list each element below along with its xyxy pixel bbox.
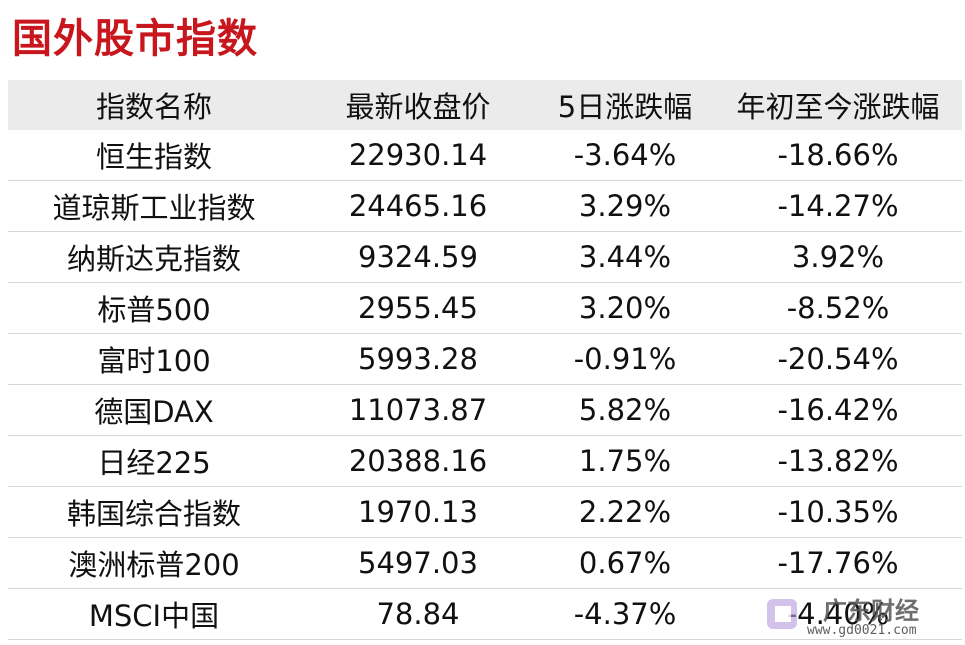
table-cell: 道琼斯工业指数 — [52, 191, 256, 225]
watermark: 广东财经 www.gd0021.com — [763, 591, 959, 641]
table-cell: -0.91% — [573, 342, 677, 376]
table-cell: 24465.16 — [348, 189, 488, 223]
header-row: 指数名称 最新收盘价 5日涨跌幅 年初至今涨跌幅 — [8, 80, 962, 130]
column-header: 年初至今涨跌幅 — [736, 90, 940, 124]
table-cell: 5497.03 — [358, 546, 478, 580]
table-cell: -14.27% — [777, 189, 899, 223]
table-cell: 富时100 — [97, 344, 211, 378]
table-cell: 9324.59 — [358, 240, 478, 274]
table-cell: -4.37% — [573, 597, 677, 631]
table-cell: 3.44% — [578, 240, 672, 274]
table-cell: 2.22% — [578, 495, 672, 529]
table-cell: MSCI中国 — [88, 599, 220, 633]
column-header: 指数名称 — [95, 90, 212, 124]
table-cell: 1.75% — [578, 444, 672, 478]
watermark-logo — [767, 599, 797, 629]
table-row: 道琼斯工业指数 24465.16 3.29% -14.27% — [8, 181, 962, 232]
table-cell: -3.64% — [573, 138, 677, 172]
table-cell: -8.52% — [786, 291, 890, 325]
page-title: 国外股市指数 — [12, 16, 258, 62]
table-cell: 11073.87 — [348, 393, 488, 427]
table-cell: -10.35% — [777, 495, 899, 529]
table-row: 恒生指数 22930.14 -3.64% -18.66% — [8, 130, 962, 181]
table-cell: -4.40% — [786, 597, 890, 631]
table-row: 韩国综合指数 1970.13 2.22% -10.35% — [8, 487, 962, 538]
table-row: 标普500 2955.45 3.20% -8.52% — [8, 283, 962, 334]
table-cell: 纳斯达克指数 — [66, 242, 241, 276]
table-cell: 日经225 — [97, 446, 211, 480]
table-cell: 5993.28 — [358, 342, 478, 376]
column-header: 最新收盘价 — [345, 90, 491, 124]
table-cell: 韩国综合指数 — [66, 497, 241, 531]
table-cell: 78.84 — [376, 597, 460, 631]
table-cell: 1970.13 — [358, 495, 478, 529]
watermark-name: 广东财经 — [823, 597, 919, 625]
table-cell: 3.29% — [578, 189, 672, 223]
table-cell: 标普500 — [97, 293, 211, 327]
table-cell: 恒生指数 — [95, 140, 212, 174]
table-cell: -20.54% — [777, 342, 899, 376]
column-header: 5日涨跌幅 — [557, 90, 693, 124]
table-cell: 5.82% — [578, 393, 672, 427]
data-table: 指数名称 最新收盘价 5日涨跌幅 年初至今涨跌幅恒生指数 22930.14 -3.64% -… — [8, 80, 962, 640]
table-cell: 22930.14 — [348, 138, 488, 172]
table-cell: 20388.16 — [348, 444, 488, 478]
table-cell: 3.92% — [791, 240, 885, 274]
table-cell: 德国DAX — [94, 395, 214, 429]
table-row: MSCI中国 78.84 -4.37% -4.40% — [8, 589, 962, 640]
table-row: 纳斯达克指数 9324.59 3.44% 3.92% — [8, 232, 962, 283]
table-cell: -18.66% — [777, 138, 899, 172]
table-cell: -17.76% — [777, 546, 899, 580]
table-row: 澳洲标普200 5497.03 0.67% -17.76% — [8, 538, 962, 589]
table-cell: 3.20% — [578, 291, 672, 325]
table-cell: -13.82% — [777, 444, 899, 478]
watermark-url: www.gd0021.com — [807, 623, 917, 638]
table-row: 德国DAX 11073.87 5.82% -16.42% — [8, 385, 962, 436]
table-cell: 0.67% — [578, 546, 672, 580]
table-cell: 2955.45 — [358, 291, 478, 325]
table-cell: -16.42% — [777, 393, 899, 427]
table-row: 日经225 20388.16 1.75% -13.82% — [8, 436, 962, 487]
table-cell: 澳洲标普200 — [68, 548, 240, 582]
table-row: 富时100 5993.28 -0.91% -20.54% — [8, 334, 962, 385]
